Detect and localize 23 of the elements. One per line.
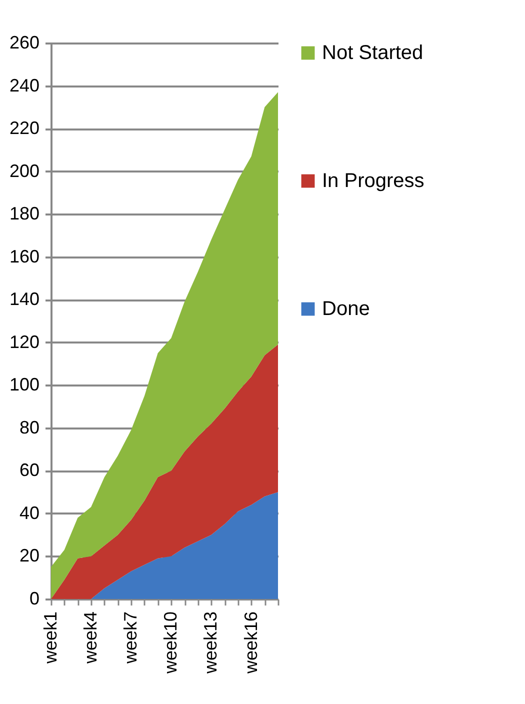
y-tick-label: 120 bbox=[9, 332, 40, 352]
x-tick-label: week4 bbox=[80, 612, 101, 665]
y-tick-label: 260 bbox=[9, 32, 40, 52]
y-tick-label: 240 bbox=[9, 75, 40, 96]
y-tick-label: 0 bbox=[29, 588, 40, 608]
y-tick-label: 140 bbox=[9, 289, 40, 310]
y-tick-label: 100 bbox=[9, 374, 40, 395]
y-tick-label: 20 bbox=[19, 546, 40, 566]
x-tick-label: week1 bbox=[40, 612, 60, 665]
legend-label: Done bbox=[322, 298, 370, 320]
x-tick-label: week7 bbox=[120, 612, 141, 665]
y-tick-label: 80 bbox=[19, 417, 40, 438]
x-tick-label: week10 bbox=[160, 612, 181, 675]
y-tick-label: 40 bbox=[19, 502, 40, 523]
y-tick-label: 60 bbox=[19, 460, 40, 480]
y-tick-label: 220 bbox=[9, 118, 40, 138]
x-tick-label: week16 bbox=[240, 612, 261, 675]
legend-label: In Progress bbox=[322, 170, 424, 192]
y-tick-label: 200 bbox=[9, 160, 40, 181]
y-tick-label: 160 bbox=[9, 246, 40, 266]
x-tick-label: week13 bbox=[200, 612, 221, 675]
legend-label: Not Started bbox=[322, 42, 424, 64]
y-tick-label: 180 bbox=[9, 204, 40, 224]
